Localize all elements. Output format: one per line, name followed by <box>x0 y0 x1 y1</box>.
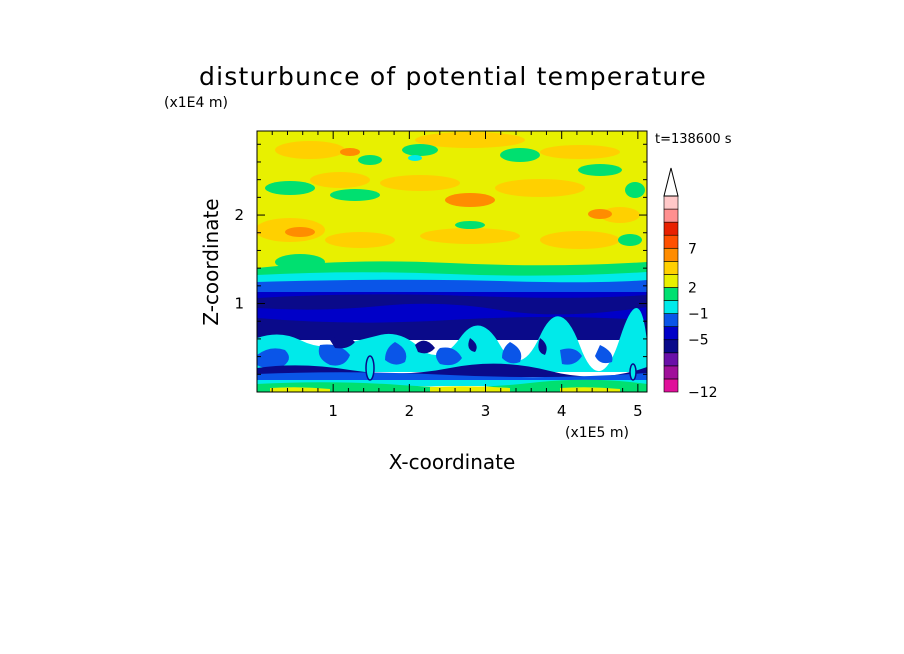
warm-patches <box>257 132 640 249</box>
colorbar-swatch <box>663 378 679 393</box>
colorbar-swatch <box>663 300 679 314</box>
x-tick-label: 5 <box>633 402 643 420</box>
colorbar-label: −1 <box>688 307 709 323</box>
colorbar-label: −5 <box>688 333 709 349</box>
x-axis-label: X-coordinate <box>389 450 516 474</box>
tick-marks <box>257 131 647 392</box>
colorbar-label: 2 <box>688 280 697 296</box>
colorbar-swatch <box>663 287 679 301</box>
colorbar-swatch <box>663 221 679 236</box>
y-unit-label: (x1E4 m) <box>164 95 228 111</box>
colorbar-label: 7 <box>688 241 697 257</box>
cyan-spots <box>408 155 422 161</box>
x-tick-label: 3 <box>481 402 491 420</box>
y-tick-labels: 12 <box>234 206 244 312</box>
x-tick-labels: 1 2 3 4 5 <box>328 402 642 420</box>
colorbar-swatch <box>663 208 679 223</box>
y-axis-label: Z-coordinate <box>199 198 223 325</box>
plot-frame <box>256 130 648 393</box>
band-bottom-blue <box>257 372 647 381</box>
band-bottom-green <box>257 379 647 392</box>
colorbar <box>663 167 679 393</box>
turbulent-blue-blobs <box>257 342 613 369</box>
colorbar-swatch <box>663 365 679 380</box>
y-tick-label: 1 <box>234 295 244 313</box>
hot-patches <box>285 148 612 237</box>
band-bottom-yellow <box>270 386 620 392</box>
layer-cyan-lower <box>257 307 647 372</box>
contour-field <box>257 131 647 392</box>
x-tick-label: 2 <box>405 402 415 420</box>
convective-cells <box>365 355 637 381</box>
green-patches <box>265 144 645 270</box>
x-unit-label: (x1E5 m) <box>565 425 629 441</box>
colorbar-swatch <box>663 234 679 249</box>
colorbar-swatch <box>663 274 679 288</box>
colorbar-swatch <box>663 261 679 275</box>
colorbar-swatch <box>663 195 679 210</box>
colorbar-swatch <box>663 352 679 367</box>
time-label: t=138600 s <box>655 132 732 147</box>
turbulent-navy-blobs <box>330 335 547 355</box>
colorbar-swatch <box>663 247 679 262</box>
colorbar-extend-arrow <box>663 167 679 197</box>
x-tick-label: 4 <box>557 402 567 420</box>
x-tick-label: 1 <box>328 402 338 420</box>
colorbar-swatch <box>663 339 679 354</box>
colorbar-labels: 7 2 −1 −5 −12 <box>688 241 718 401</box>
colorbar-label: −12 <box>688 385 718 401</box>
y-tick-label: 2 <box>234 206 244 224</box>
colorbar-swatch <box>663 326 679 341</box>
colorbar-swatch <box>663 313 679 327</box>
chart-title: disturbunce of potential temperature <box>199 62 707 91</box>
